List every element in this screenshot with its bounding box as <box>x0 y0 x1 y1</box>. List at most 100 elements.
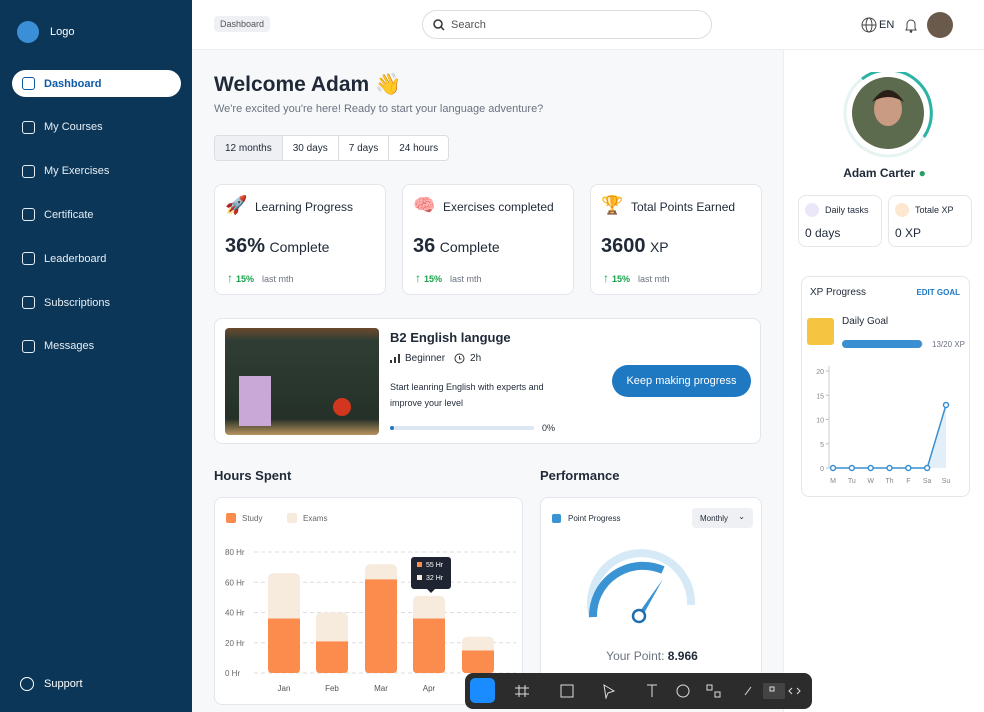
bar-segment <box>413 618 445 673</box>
bar-segment <box>316 612 348 642</box>
support[interactable]: Support <box>44 678 83 690</box>
stat-change-row: ↑ 15% last mth <box>415 271 482 285</box>
stat-period: last mth <box>450 274 482 284</box>
nav-label: Leaderboard <box>44 252 107 265</box>
y-tick-label: 0 <box>820 466 824 473</box>
nav-label: Messages <box>44 340 95 353</box>
nav-item[interactable]: My Courses <box>12 114 181 141</box>
logo: Logo <box>50 26 75 38</box>
tooltip-value: 32 Hr <box>426 575 444 582</box>
stat-title: Learning Progress <box>255 200 354 214</box>
language[interactable]: EN <box>879 19 895 31</box>
legend-label: Study <box>242 514 262 523</box>
stat-card: 🚀 Learning Progress 36% Complete ↑ 15% last m… <box>214 184 386 295</box>
stat-icon: 🏆 <box>601 195 624 215</box>
edit-goal[interactable]: EDIT GOAL <box>916 288 960 297</box>
xp-point <box>829 464 837 472</box>
goal-icon <box>807 318 834 345</box>
gauge-needle <box>638 579 663 617</box>
name-text: Adam Carter <box>843 166 916 180</box>
nav-item[interactable]: Messages <box>12 333 181 360</box>
nav-item[interactable]: My Exercises <box>12 158 181 185</box>
gauge-hub <box>631 608 647 624</box>
clock-icon <box>454 353 465 364</box>
y-tick-label: 5 <box>820 442 824 449</box>
bar-segment <box>268 573 300 619</box>
xp-card: XP Progress EDIT GOAL Daily Goal 13/20 X… <box>801 276 970 497</box>
stat-icon: 🧠 <box>413 195 436 215</box>
tool-move[interactable] <box>470 678 495 703</box>
nav-item[interactable]: Leaderboard <box>12 245 181 272</box>
goal-text: 13/20 XP <box>932 340 965 349</box>
continue-button[interactable]: Keep making progress <box>612 365 751 397</box>
stat-period: last mth <box>262 274 294 284</box>
x-tick-label: Jan <box>278 684 291 693</box>
x-tick-label: Mar <box>374 684 388 693</box>
bar-segment <box>316 641 348 673</box>
point-value: 8.966 <box>667 649 698 663</box>
nav-item[interactable]: Subscriptions <box>12 289 181 316</box>
xp-chart: 0 5 10 15 20 M Tu W Th F Sa Su <box>816 366 951 485</box>
tooltip-swatch <box>417 562 422 567</box>
avatar-small[interactable] <box>927 12 953 38</box>
y-tick-label: 40 Hr <box>225 609 245 618</box>
verified-icon: ● <box>918 166 926 180</box>
nav-label: My Exercises <box>44 165 110 178</box>
x-tick-label: Su <box>942 478 951 485</box>
x-tick-label: F <box>906 478 910 485</box>
toolbar-icons <box>515 683 801 699</box>
stat-value-row: 36 Complete <box>413 235 500 258</box>
xp-point <box>886 464 893 472</box>
arrow-up: ↑ <box>227 271 233 285</box>
bar-segment <box>365 579 397 673</box>
xp-point <box>923 464 931 472</box>
point-label: Your Point: <box>606 649 665 663</box>
design-toolbar <box>465 673 812 709</box>
legend-swatch <box>287 513 297 523</box>
goal-fill <box>842 340 922 348</box>
stat-value-row: 3600 XP <box>601 235 669 258</box>
nav-label: My Courses <box>44 121 103 134</box>
search-box[interactable]: Search <box>422 10 712 39</box>
nav-item[interactable]: Dashboard <box>12 70 181 97</box>
xp-point <box>848 464 856 472</box>
performance-card: Point Progress Monthly ⌄ Your Point: 8.9… <box>540 497 762 705</box>
stat-icon: 🚀 <box>225 195 248 215</box>
legend-label: Exams <box>303 514 327 523</box>
course-title: B2 English languge <box>390 330 511 345</box>
tile-icon <box>805 203 819 217</box>
globe-icon[interactable] <box>861 17 877 33</box>
welcome-subtitle: We're excited you're here! Ready to star… <box>214 103 544 115</box>
nav-item[interactable]: Certificate <box>12 201 181 228</box>
x-tick-label: M <box>830 478 836 485</box>
stat-change: 15% <box>236 274 255 284</box>
hours-card: Study Exams 0 Hr 20 Hr 40 Hr 60 Hr 80 Hr Jan Feb… <box>214 497 523 705</box>
nav-icon <box>22 208 35 222</box>
profile-tile: Daily tasks 0 days <box>798 195 882 247</box>
bell-icon[interactable] <box>904 17 918 33</box>
nav-icon <box>22 120 35 134</box>
course-description: Start leanring English with experts and … <box>390 382 544 408</box>
nav-label: Certificate <box>44 208 94 221</box>
range-tab[interactable]: 30 days <box>281 136 338 160</box>
breadcrumb[interactable]: Dashboard <box>214 16 271 32</box>
search-icon <box>433 19 445 31</box>
stat-change-row: ↑ 15% last mth <box>227 271 294 285</box>
chevron: ⌄ <box>738 512 745 521</box>
course-progress-track <box>390 426 534 430</box>
course-image <box>225 328 379 435</box>
range-tab[interactable]: 12 months <box>215 136 282 160</box>
period-dropdown[interactable]: Monthly ⌄ <box>692 508 753 528</box>
range-tabs: 12 months 30 days 7 days 24 hours <box>214 135 450 161</box>
x-tick-label: Sa <box>923 478 932 485</box>
arrow-up: ↑ <box>603 271 609 285</box>
tooltip-pointer <box>427 589 435 593</box>
bar-segment <box>462 650 494 673</box>
range-tab[interactable]: 24 hours <box>388 136 448 160</box>
point-row: Your Point: 8.966 <box>541 649 763 663</box>
logo-icon <box>17 21 39 43</box>
y-tick-label: 15 <box>816 393 824 400</box>
range-tab[interactable]: 7 days <box>337 136 388 160</box>
goal-label: Daily Goal <box>842 316 889 327</box>
x-tick-label: Th <box>885 478 893 485</box>
